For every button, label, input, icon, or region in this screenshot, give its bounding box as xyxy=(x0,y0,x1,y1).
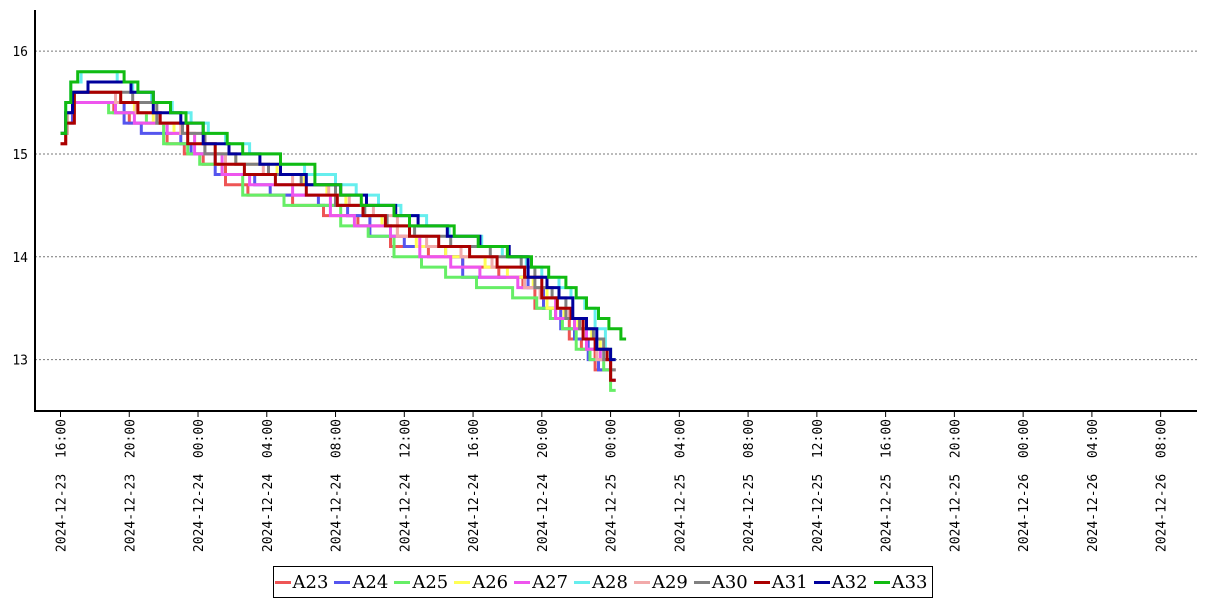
legend-swatch xyxy=(574,580,591,584)
legend: A23 A24 A25 A26 A27 A28 A29 A30 A31 A32 A33 xyxy=(273,566,933,598)
legend-label: A25 xyxy=(412,571,449,593)
x-tick-label: 2024-12-26 00:00 xyxy=(1017,419,1032,552)
legend-item-a31: A31 xyxy=(753,571,812,593)
legend-swatch xyxy=(454,580,471,584)
legend-swatch xyxy=(873,580,890,584)
legend-item-a27: A27 xyxy=(514,572,572,593)
x-tick-label: 2024-12-23 20:00 xyxy=(123,419,138,552)
series-line-a24 xyxy=(60,101,616,382)
x-tick-label: 2024-12-25 12:00 xyxy=(811,419,826,552)
x-axis-ticks: 2024-12-23 16:00 2024-12-23 20:00 2024-12-… xyxy=(55,411,1170,552)
legend-item-a30: A30 xyxy=(693,571,752,593)
y-tick-label: 16 xyxy=(12,45,28,60)
x-tick-label: 2024-12-24 04:00 xyxy=(261,419,276,552)
legend-label: A33 xyxy=(891,571,928,593)
series-line-a32 xyxy=(60,80,616,362)
legend-swatch xyxy=(334,580,351,584)
legend-item-a29: A29 xyxy=(633,571,692,593)
legend-label: A26 xyxy=(472,571,509,593)
series-line-a23 xyxy=(60,101,616,382)
legend-label: A23 xyxy=(292,571,329,593)
legend-item-a33: A33 xyxy=(873,571,932,593)
y-tick-label: 14 xyxy=(12,251,28,266)
legend-swatch xyxy=(274,580,291,584)
legend-label: A30 xyxy=(711,571,748,593)
series-line-a27 xyxy=(60,101,616,372)
legend-label: A24 xyxy=(352,571,389,593)
legend-label: A28 xyxy=(592,571,628,593)
series-line-a33 xyxy=(60,70,627,341)
legend-item-a23: A23 xyxy=(274,571,333,593)
series-line-a25 xyxy=(60,101,616,392)
x-tick-label: 2024-12-25 16:00 xyxy=(880,419,895,552)
x-tick-label: 2024-12-24 16:00 xyxy=(467,419,482,552)
x-tick-label: 2024-12-24 12:00 xyxy=(398,419,413,552)
series-line-a31 xyxy=(60,90,616,382)
y-tick-label: 13 xyxy=(12,354,28,369)
legend-swatch xyxy=(693,580,710,584)
x-tick-label: 2024-12-26 04:00 xyxy=(1086,419,1101,552)
legend-label: A31 xyxy=(771,571,808,593)
legend-item-a32: A32 xyxy=(813,571,872,593)
y-axis-ticks: 13 14 15 16 xyxy=(12,45,28,368)
x-tick-label: 2024-12-25 20:00 xyxy=(948,419,963,552)
line-chart: 13 14 15 16 2024-12-23 16:00 2024-12-23 20:0… xyxy=(12,10,1197,552)
legend-swatch xyxy=(394,580,411,584)
legend-item-a28: A28 xyxy=(574,572,632,593)
legend-swatch xyxy=(633,580,650,584)
x-tick-label: 2024-12-25 08:00 xyxy=(742,419,757,552)
y-tick-label: 15 xyxy=(12,148,28,163)
x-tick-label: 2024-12-25 04:00 xyxy=(673,419,688,552)
legend-swatch xyxy=(514,580,531,584)
legend-label: A32 xyxy=(831,571,868,593)
x-tick-label: 2024-12-24 20:00 xyxy=(536,419,551,552)
legend-swatch xyxy=(813,580,830,584)
legend-label: A29 xyxy=(651,571,688,593)
legend-item-a26: A26 xyxy=(454,572,512,593)
gridlines xyxy=(35,50,1197,361)
legend-label: A27 xyxy=(532,571,569,593)
legend-item-a24: A24 xyxy=(334,572,392,593)
legend-item-a25: A25 xyxy=(394,572,452,593)
legend-swatch xyxy=(753,580,770,584)
x-tick-label: 2024-12-25 00:00 xyxy=(605,419,620,552)
x-tick-label: 2024-12-24 08:00 xyxy=(330,419,345,552)
series-line-a28 xyxy=(60,70,616,362)
x-tick-label: 2024-12-24 00:00 xyxy=(192,419,207,552)
x-tick-label: 2024-12-26 08:00 xyxy=(1155,419,1170,552)
series-lines xyxy=(60,70,627,392)
x-tick-label: 2024-12-23 16:00 xyxy=(55,419,70,552)
